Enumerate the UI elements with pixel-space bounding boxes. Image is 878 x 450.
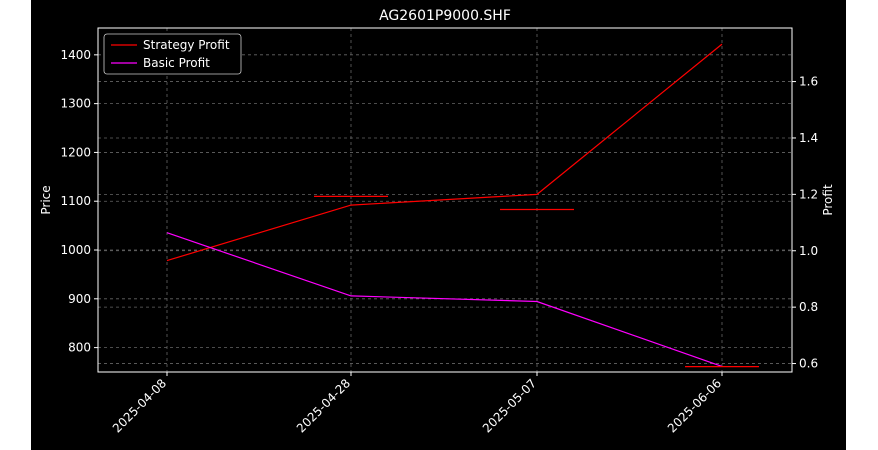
y-left-tick-label: 1100 (60, 194, 91, 208)
chart-title: AG2601P9000.SHF (379, 8, 511, 24)
y-right-tick-label: 1.2 (799, 187, 818, 201)
legend-label: Basic Profit (143, 56, 210, 70)
y-right-tick-label: 0.6 (799, 357, 818, 371)
y-axis-left-label: Price (39, 185, 53, 214)
price-markers (314, 195, 759, 368)
legend: Strategy Profit Basic Profit (103, 33, 242, 75)
y-right-tick-label: 1.0 (799, 244, 818, 258)
x-tick-label: 2025-04-08 (110, 376, 169, 435)
y-axis-left: 800 900 1000 1100 1200 1300 1400 (60, 48, 98, 355)
plot-frame (97, 27, 793, 373)
y-right-tick-label: 0.8 (799, 300, 818, 314)
y-axis-right: 0.6 0.8 1.0 1.2 1.4 1.6 (792, 75, 818, 371)
y-left-tick-label: 1000 (60, 243, 91, 257)
chart-svg: AG2601P9000.SHF 2025-04-08 2025-04-28 2025… (39, 8, 835, 435)
legend-label: Strategy Profit (143, 38, 230, 52)
x-tick-label: 2025-04-28 (294, 376, 353, 435)
series-line (166, 43, 723, 262)
y-left-tick-label: 800 (68, 341, 91, 355)
x-tick-label: 2025-06-06 (665, 376, 724, 435)
y-right-tick-label: 1.6 (799, 75, 818, 89)
y-left-tick-label: 900 (68, 292, 91, 306)
y-left-tick-label: 1300 (60, 97, 91, 111)
y-axis-right-label: Profit (821, 184, 835, 216)
y-right-tick-label: 1.4 (799, 131, 818, 145)
x-tick-label: 2025-05-07 (480, 376, 539, 435)
chart-figure: AG2601P9000.SHF 2025-04-08 2025-04-28 2025… (31, 0, 846, 450)
y-left-tick-label: 1400 (60, 48, 91, 62)
y-left-tick-label: 1200 (60, 145, 91, 159)
series-layer (166, 43, 723, 367)
series-line (166, 232, 723, 367)
x-axis: 2025-04-08 2025-04-28 2025-05-07 2025-06-06 (110, 372, 724, 435)
legend-box (103, 33, 242, 75)
